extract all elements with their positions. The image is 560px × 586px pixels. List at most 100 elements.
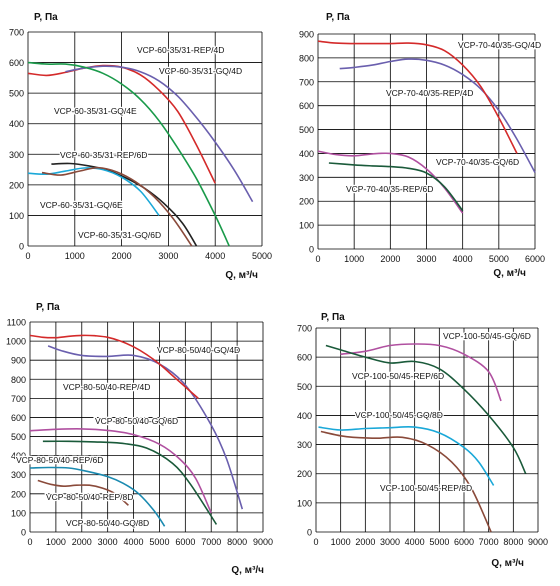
x-tick-label: 1000 [331,537,351,547]
y-tick-label: 100 [297,498,312,508]
y-axis-title: P, Па [36,302,60,313]
x-tick-label: 4000 [453,254,473,264]
series-label-3: VCP-100-50/45-GQ/8D [355,410,443,420]
x-tick-label: 1000 [46,537,66,547]
y-tick-label: 1100 [7,318,26,328]
series-label-4: VCP-60-35/31-REP/6D [60,150,147,160]
y-tick-label: 800 [299,53,314,63]
y-tick-label: 500 [299,125,314,135]
y-tick-label: 600 [299,101,314,111]
y-tick-label: 100 [299,221,314,231]
x-tick-label: 1000 [344,254,364,264]
y-tick-label: 400 [11,451,26,461]
x-axis-title: Q, м³/ч [491,558,524,569]
y-tick-label: 700 [299,77,314,87]
series-line-4 [328,162,464,212]
series-label-1: VCP-100-50/45-GQ/6D [443,331,531,341]
y-tick-label: 200 [11,489,26,499]
series-label-6: VCP-60-35/31-GQ/6D [78,230,161,240]
series-line-2 [29,334,199,400]
y-tick-label: 200 [9,180,24,190]
x-tick-label: 2000 [72,537,92,547]
grid [29,321,264,533]
series-label-5: VCP-80-50/40-REP/8D [46,492,133,502]
x-tick-label: 6000 [454,537,474,547]
series-line-6 [41,166,193,247]
series-line-2 [317,40,518,154]
series-line-6 [29,466,166,527]
x-tick-label: 3000 [158,251,178,261]
grid [315,327,539,533]
y-tick-label: 500 [9,89,24,99]
series-label-3: VCP-80-50/40-GQ/6D [95,416,178,426]
series-line-3 [27,61,230,247]
chart-2: 0 100 200 300 400 500 600 700 800 900 0 1000 2000 300… [299,12,545,279]
y-tick-label: 1000 [6,337,26,347]
x-tick-label: 5000 [252,251,272,261]
x-tick-label: 3000 [416,254,436,264]
y-tick-label: 300 [11,470,26,480]
series-label-5: VCP-60-35/31-GQ/6E [40,200,123,210]
grid [317,33,536,250]
x-tick-label: 4000 [405,537,425,547]
y-tick-label: 100 [9,211,24,221]
x-tick-label: 5000 [149,537,169,547]
series-label-1: VCP-80-50/40-GQ/4D [157,345,240,355]
series-line-4 [42,440,218,525]
y-tick-label: 500 [297,382,312,392]
x-tick-label: 7000 [479,537,499,547]
x-axis-title: Q, м³/ч [231,565,264,576]
y-tick-label: 900 [11,356,26,366]
y-tick-label: 300 [299,173,314,183]
y-tick-label: 800 [11,375,26,385]
series-label-2: VCP-100-50/45-REP/6D [352,371,444,381]
series-line-1 [339,58,536,173]
y-tick-label: 400 [9,119,24,129]
series-line-2 [325,344,527,475]
y-tick-label: 700 [297,324,312,334]
x-tick-label: 0 [27,537,32,547]
x-tick-label: 9000 [253,537,273,547]
y-tick-label: 400 [299,149,314,159]
series-label-4: VCP-80-50/40-REP/6D [16,455,103,465]
series-line-3 [318,425,495,486]
x-tick-label: 2000 [355,537,375,547]
y-tick-label: 600 [11,413,26,423]
x-tick-label: 0 [25,251,30,261]
y-tick-label: 700 [11,394,26,404]
x-axis-title: Q, м³/ч [225,270,258,281]
x-tick-label: 2000 [380,254,400,264]
series-line-5 [37,479,129,506]
y-tick-label: 500 [11,432,26,442]
y-tick-label: 0 [307,528,312,538]
series-line-1 [340,343,502,402]
x-tick-label: 6000 [175,537,195,547]
series-line-1 [47,345,244,510]
x-tick-label: 3000 [380,537,400,547]
y-tick-label: 0 [21,528,26,538]
series-label-4: VCP-100-50/45-REP/8D [380,483,472,493]
series-line-4 [320,430,492,533]
x-tick-label: 9000 [528,537,548,547]
y-tick-label: 300 [9,150,24,160]
series-line-4 [51,162,198,247]
y-tick-label: 200 [299,197,314,207]
series-label-1: VCP-60-35/31-REP/4D [137,45,224,55]
x-tick-label: 4000 [124,537,144,547]
y-axis-title: P, Па [326,12,350,23]
y-tick-label: 700 [9,28,24,38]
x-tick-label: 8000 [227,537,247,547]
x-tick-label: 0 [313,537,318,547]
y-tick-label: 600 [9,58,24,68]
y-axis-title: P, Па [321,312,345,323]
series-line-3 [29,428,212,514]
chart-1: 0 100 200 300 400 500 600 700 0 1000 2000 3000 4000 5… [9,12,272,281]
y-tick-label: 400 [297,411,312,421]
series-label-1: VCP-70-40/35-GQ/4D [458,40,541,50]
y-axis-title: P, Па [34,12,58,23]
x-tick-label: 0 [315,254,320,264]
x-tick-label: 1000 [65,251,85,261]
y-tick-label: 300 [297,440,312,450]
